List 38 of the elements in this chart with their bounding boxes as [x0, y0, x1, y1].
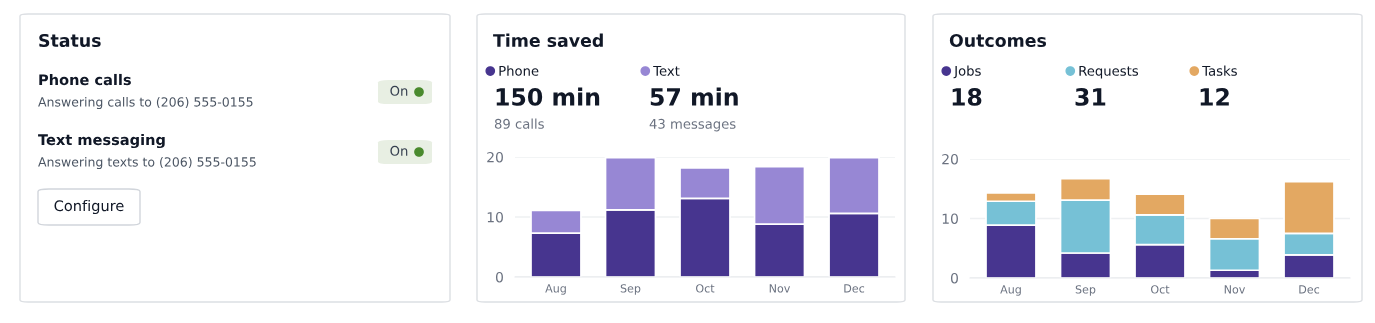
text: Status [39, 33, 101, 48]
y-tick-label: 0 [495, 271, 503, 283]
x-tick-label: Oct [696, 284, 715, 293]
text: Phone calls [39, 73, 131, 86]
text: Answering calls to (206) 555-0155 [38, 96, 253, 110]
y-tick-label: 0 [950, 272, 958, 284]
text: 57 min [650, 87, 738, 106]
x-tick-label: Sep [620, 284, 641, 295]
text: On [390, 145, 408, 156]
legend-label: Phone [499, 65, 539, 76]
text: Configure [54, 199, 124, 215]
chart-title: Outcomes [949, 33, 1047, 48]
text: 150 min [496, 87, 600, 106]
text: 43 messages [649, 118, 736, 132]
x-tick-label: Oct [1151, 285, 1170, 294]
chart-title: Time saved [493, 33, 603, 48]
x-tick-label: Aug [1000, 285, 1021, 296]
y-tick-label: 10 [942, 213, 958, 224]
legend-label: Jobs [953, 65, 981, 79]
text: 31 [1075, 87, 1106, 106]
x-tick-label: Dec [844, 284, 865, 293]
legend-label: Requests [1079, 66, 1139, 79]
legend-label: Text [653, 66, 680, 76]
text: 89 calls [494, 118, 544, 129]
x-tick-label: Dec [1299, 285, 1320, 294]
x-tick-label: Nov [769, 284, 791, 293]
y-tick-label: 20 [487, 151, 503, 163]
text: 18 [952, 87, 982, 106]
text: On [390, 85, 408, 96]
y-tick-label: 20 [942, 153, 958, 165]
text: 12 [1200, 87, 1229, 106]
legend-label: Tasks [1202, 65, 1237, 76]
y-tick-label: 10 [487, 211, 503, 223]
text: Text messaging [38, 133, 165, 149]
text: Answering texts to (206) 555-0155 [38, 156, 256, 170]
x-tick-label: Sep [1075, 285, 1096, 296]
x-tick-label: Nov [1224, 285, 1246, 294]
x-tick-label: Aug [545, 284, 566, 295]
